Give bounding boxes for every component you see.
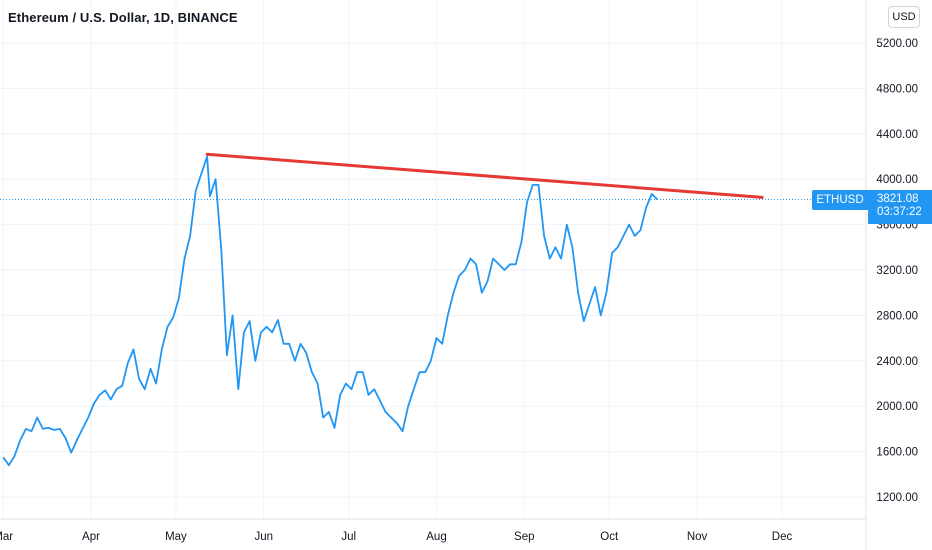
price-series-line: [2, 155, 659, 467]
y-tick-label: 4400.00: [876, 129, 918, 141]
x-tick-label: Nov: [687, 531, 708, 543]
x-tick-label: Sep: [514, 531, 534, 543]
y-tick-label: 3200.00: [876, 265, 918, 277]
y-tick-label: 1600.00: [876, 447, 918, 459]
x-tick-label: Aug: [426, 531, 446, 543]
x-tick-label: Oct: [600, 531, 619, 543]
symbol-tag: ETHUSD: [812, 189, 868, 210]
x-tick-label: Dec: [772, 531, 793, 543]
y-tick-label: 2800.00: [876, 310, 918, 322]
y-tick-label: 1200.00: [876, 492, 918, 504]
bar-countdown: 03:37:22: [877, 205, 922, 218]
y-tick-label: 2400.00: [876, 356, 918, 368]
x-tick-label: May: [165, 531, 187, 543]
x-tick-label: Apr: [82, 531, 100, 543]
x-tick-label: Mar: [0, 531, 13, 543]
time-axis-ticks: Mar Apr May Jun Jul Aug Sep Oct Nov Dec: [0, 531, 792, 543]
trendline[interactable]: [205, 152, 764, 199]
price-label: 3821.08 03:37:22: [868, 189, 932, 224]
chart-grid: [0, 0, 866, 519]
y-tick-label: 4000.00: [876, 174, 918, 186]
price-axis-ticks: 1200.00 1600.00 2000.00 2400.00 2800.00 3200.…: [876, 38, 918, 504]
chart-title: Ethereum / U.S. Dollar, 1D, BINANCE: [8, 10, 238, 25]
currency-button[interactable]: USD: [888, 6, 920, 28]
y-tick-label: 4800.00: [876, 83, 918, 95]
x-tick-label: Jul: [341, 531, 356, 543]
x-tick-label: Jun: [254, 531, 273, 543]
y-tick-label: 5200.00: [876, 38, 918, 50]
last-price: 3821.08: [877, 192, 919, 205]
y-tick-label: 2000.00: [876, 401, 918, 413]
